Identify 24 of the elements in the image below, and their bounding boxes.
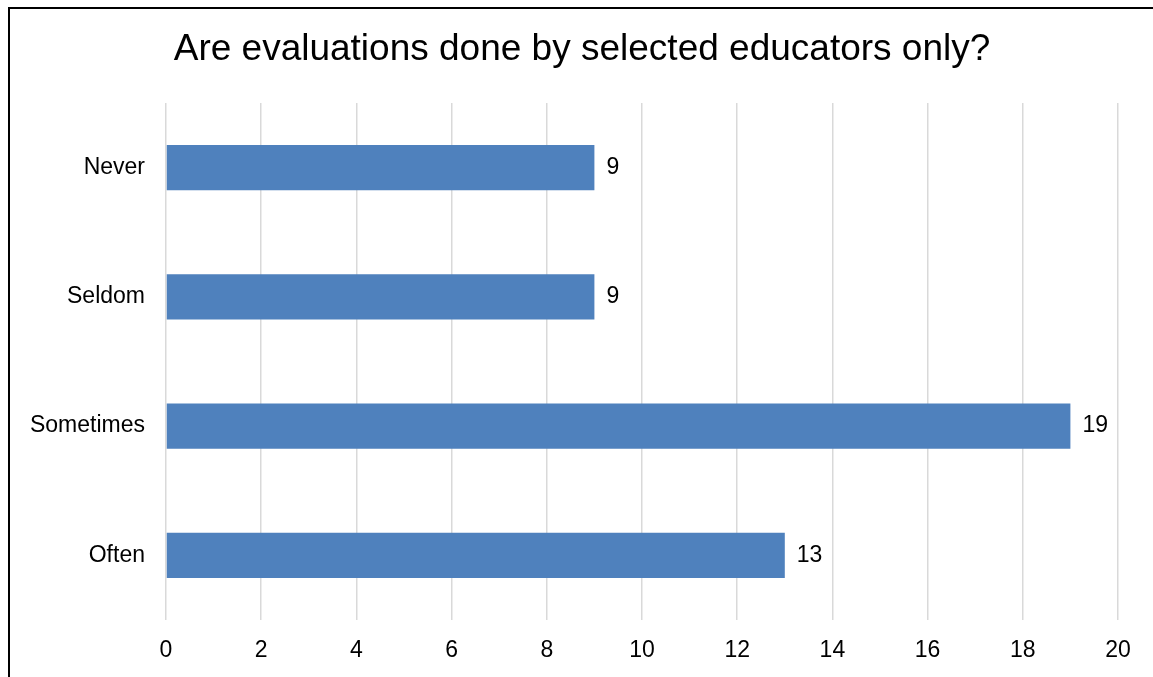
x-tick-label: 12 [724,636,750,663]
x-tick-label: 16 [914,636,941,663]
y-tick-label: Sometimes [29,411,145,438]
y-tick-label: Often [88,540,145,567]
data-label: 13 [796,540,823,567]
chart-title: Are evaluations done by selected educators only? [173,27,991,69]
x-tick-label: 6 [445,636,458,663]
x-tick-label: 8 [540,636,554,663]
bar [166,532,785,578]
x-tick-label: 20 [1105,636,1131,663]
data-label: 9 [606,152,620,179]
data-label: 9 [606,282,620,309]
x-tick-label: 18 [1010,636,1036,663]
x-tick-label: 4 [350,636,363,663]
bar [166,145,595,191]
x-tick-label: 10 [629,636,655,663]
bar [166,274,595,320]
x-tick-label: 0 [159,636,173,663]
x-tick-label: 2 [254,636,268,663]
y-tick-label: Never [83,152,146,179]
y-tick-label: Seldom [67,282,145,309]
bar [166,403,1071,449]
data-label: 19 [1082,411,1108,438]
x-tick-label: 14 [819,636,846,663]
